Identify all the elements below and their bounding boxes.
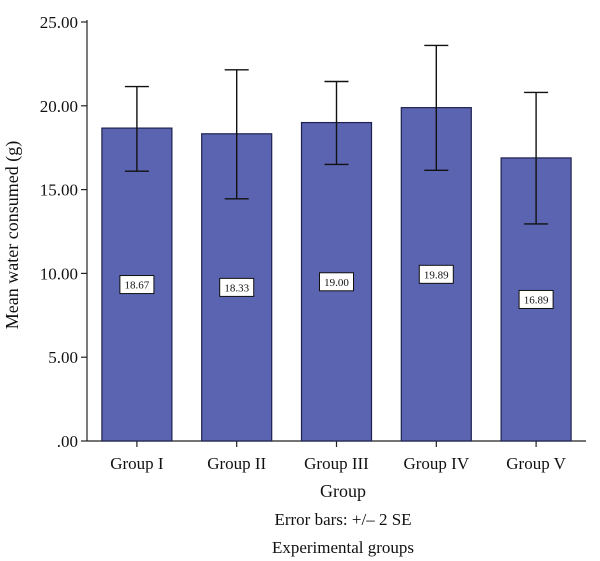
data-label-box <box>418 264 454 284</box>
data-label: 19.89 <box>424 269 449 281</box>
x-tick-label: Group V <box>506 454 566 473</box>
plot-area: .00 5.00 10.00 15.00 20.00 25.00 18.67 Group I 1… <box>40 13 586 473</box>
x-tick-label: Group IV <box>403 454 469 473</box>
data-label-box <box>119 275 155 295</box>
data-label: 19.00 <box>324 277 349 289</box>
y-tick-label: 5.00 <box>48 348 78 367</box>
y-axis-label: Mean water consumed (g) <box>2 141 23 329</box>
data-label: 18.33 <box>224 282 249 294</box>
y-tick-label: .00 <box>57 432 78 451</box>
x-tick-label: Group II <box>207 454 266 473</box>
chart-caption: Experimental groups <box>272 538 414 557</box>
data-label: 16.89 <box>524 294 549 306</box>
x-tick-label: Group III <box>304 454 369 473</box>
y-tick-label: 10.00 <box>40 264 78 283</box>
y-tick-label: 15.00 <box>40 181 78 200</box>
data-label-box <box>219 277 255 297</box>
error-bar-note: Error bars: +/– 2 SE <box>274 510 411 529</box>
y-tick-label: 25.00 <box>40 13 78 32</box>
x-axis-label: Group <box>320 481 366 501</box>
data-label-box <box>518 289 554 309</box>
x-tick-label: Group I <box>110 454 164 473</box>
data-label-box <box>319 272 354 292</box>
y-tick-label: 20.00 <box>40 97 78 116</box>
data-label: 18.67 <box>125 280 150 292</box>
